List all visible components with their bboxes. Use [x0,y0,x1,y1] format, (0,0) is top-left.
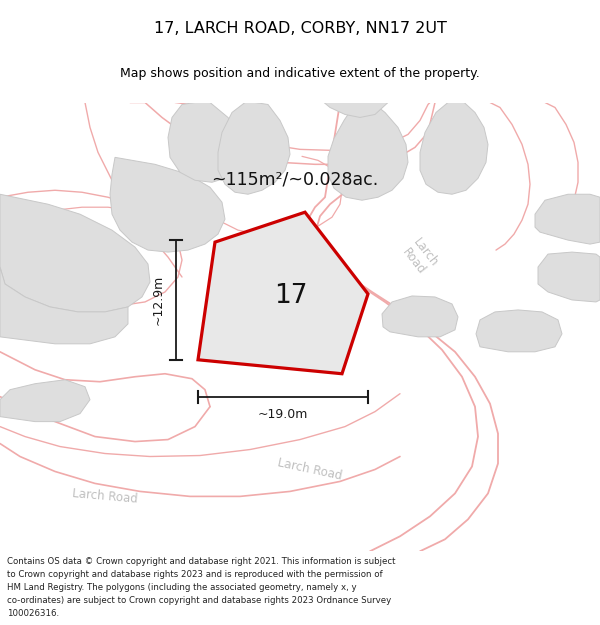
Text: co-ordinates) are subject to Crown copyright and database rights 2023 Ordnance S: co-ordinates) are subject to Crown copyr… [7,596,391,605]
Text: 17, LARCH ROAD, CORBY, NN17 2UT: 17, LARCH ROAD, CORBY, NN17 2UT [154,21,446,36]
Polygon shape [476,310,562,352]
Text: ~12.9m: ~12.9m [151,275,164,325]
Polygon shape [382,296,458,337]
Polygon shape [110,158,225,252]
Polygon shape [218,102,290,194]
Polygon shape [0,267,128,344]
Polygon shape [0,380,90,422]
Polygon shape [0,194,150,312]
Polygon shape [420,101,488,194]
Polygon shape [198,213,368,374]
Text: Larch Road: Larch Road [277,456,343,482]
Polygon shape [0,342,210,444]
Polygon shape [310,98,388,118]
Text: ~115m²/~0.028ac.: ~115m²/~0.028ac. [211,170,379,188]
Text: Map shows position and indicative extent of the property.: Map shows position and indicative extent… [120,68,480,80]
Text: 17: 17 [274,283,307,309]
Text: to Crown copyright and database rights 2023 and is reproduced with the permissio: to Crown copyright and database rights 2… [7,570,383,579]
Text: HM Land Registry. The polygons (including the associated geometry, namely x, y: HM Land Registry. The polygons (includin… [7,583,357,592]
Polygon shape [538,252,600,302]
Polygon shape [355,102,600,551]
Text: ~19.0m: ~19.0m [258,408,308,421]
Text: 100026316.: 100026316. [7,609,59,618]
Polygon shape [168,102,245,182]
Polygon shape [0,432,600,551]
Text: Larch
Road: Larch Road [399,236,441,279]
Polygon shape [535,194,600,244]
Polygon shape [328,101,408,200]
Text: Contains OS data © Crown copyright and database right 2021. This information is : Contains OS data © Crown copyright and d… [7,558,396,566]
Text: Larch Road: Larch Road [72,487,138,506]
